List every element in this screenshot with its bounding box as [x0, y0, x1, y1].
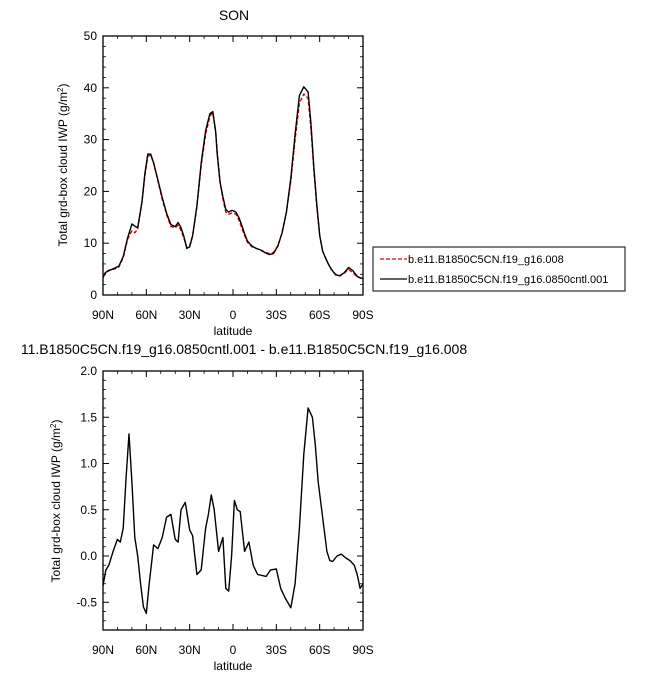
x-tick-label: 30N — [179, 643, 201, 657]
y-tick-label: 20 — [84, 184, 98, 198]
x-tick-label: 90S — [352, 643, 373, 657]
top-y-ticks: 0 10 20 30 40 50 — [84, 29, 363, 302]
legend-box — [372, 246, 626, 292]
y-tick-label: 0 — [90, 288, 97, 302]
y-tick-label: 1.5 — [80, 410, 97, 424]
y-tick-label: 1.0 — [80, 457, 97, 471]
bottom-panel: 11.B1850C5CN.f19_g16.0850cntl.001 - b.e1… — [21, 341, 467, 673]
x-tick-label: 0 — [230, 308, 237, 322]
y-tick-label: 50 — [84, 29, 98, 43]
top-x-ticks: 90N 60N 30N 0 30S 60S 90S — [92, 36, 374, 322]
y-tick-label: 40 — [84, 81, 98, 95]
bottom-series-lines — [102, 407, 364, 615]
bottom-y-ticks: -0.5 0.0 0.5 1.0 1.5 2.0 — [76, 364, 363, 622]
top-y-axis-label: Total grd-box cloud IWP (g/m2) — [56, 84, 70, 247]
y-tick-label: 30 — [84, 133, 98, 147]
legend-label-0: b.e11.B1850C5CN.f19_g16.008 — [408, 254, 564, 266]
x-tick-label: 0 — [230, 643, 237, 657]
x-tick-label: 60N — [135, 643, 157, 657]
series-line-0 — [102, 93, 364, 280]
x-tick-label: 60N — [135, 308, 157, 322]
series-line-1 — [102, 86, 364, 280]
y-tick-label: 10 — [84, 236, 98, 250]
top-series-lines — [102, 86, 364, 280]
y-tick-label: 2.0 — [80, 364, 97, 378]
x-tick-label: 30S — [266, 643, 287, 657]
series-line-0 — [102, 407, 364, 615]
bottom-x-ticks: 90N 60N 30N 0 30S 60S 90S — [92, 371, 374, 657]
x-tick-label: 90N — [92, 308, 114, 322]
y-tick-label: -0.5 — [76, 595, 97, 609]
x-tick-label: 30S — [266, 308, 287, 322]
bottom-title: 11.B1850C5CN.f19_g16.0850cntl.001 - b.e1… — [21, 341, 467, 357]
bottom-x-axis-label: latitude — [214, 659, 253, 673]
y-tick-label: 0.5 — [80, 503, 97, 517]
x-tick-label: 90N — [92, 643, 114, 657]
legend: b.e11.B1850C5CN.f19_g16.008 b.e11.B1850C… — [372, 246, 626, 292]
top-panel: SON 0 10 20 30 40 50 90N 60N 30N 0 30S 60S 90S lati… — [56, 7, 626, 338]
legend-label-1: b.e11.B1850C5CN.f19_g16.0850cntl.001 — [408, 274, 608, 286]
x-tick-label: 60S — [309, 643, 330, 657]
x-tick-label: 90S — [352, 308, 373, 322]
top-title: SON — [219, 7, 249, 23]
bottom-y-axis-label: Total grd-box cloud IWP (g/m2) — [49, 420, 63, 583]
y-tick-label: 0.0 — [80, 549, 97, 563]
x-tick-label: 60S — [309, 308, 330, 322]
top-x-axis-label: latitude — [214, 324, 253, 338]
x-tick-label: 30N — [179, 308, 201, 322]
